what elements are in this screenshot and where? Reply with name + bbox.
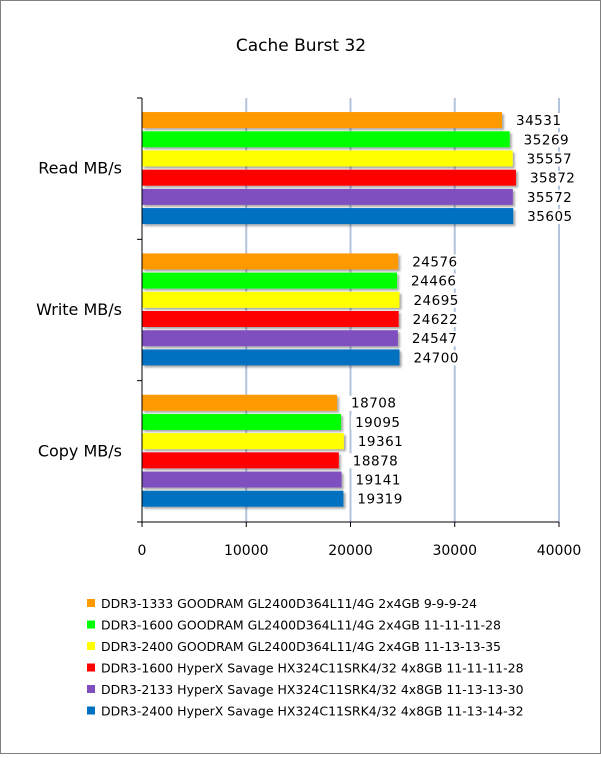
legend-label: DDR3-1600 HyperX Savage HX324C11SRK4/32 … xyxy=(101,661,524,676)
data-label-bg xyxy=(408,312,461,327)
axes: Read MB/s Write MB/s Copy MB/s 0 10000 20000 3… xyxy=(36,97,582,559)
data-label-bg xyxy=(409,292,462,308)
data-label: 24700 xyxy=(413,350,458,366)
legend-label: DDR3-1333 GOODRAM GL2400D364L11/4G 2x4GB… xyxy=(101,596,477,611)
x-tick-label: 10000 xyxy=(224,543,269,559)
data-label: 24576 xyxy=(412,254,457,270)
data-label: 18708 xyxy=(351,396,396,412)
bar-write-mb-s-series-6 xyxy=(142,349,400,366)
bar-read-mb-s-series-2 xyxy=(142,131,510,148)
data-label: 19141 xyxy=(356,473,401,489)
data-label-bg xyxy=(353,491,406,507)
x-tick-label: 0 xyxy=(138,543,147,559)
bar-write-mb-s-series-3 xyxy=(142,291,400,308)
bar-read-mb-s-series-4 xyxy=(142,169,516,186)
data-label-bg xyxy=(525,170,578,186)
data-label-bg xyxy=(407,273,460,289)
gridlines xyxy=(245,98,560,522)
data-label: 35572 xyxy=(527,190,572,206)
data-label: 24695 xyxy=(413,293,458,309)
legend-swatch xyxy=(87,663,95,672)
legend-label: DDR3-2400 HyperX Savage HX324C11SRK4/32 … xyxy=(101,704,524,719)
legend-label: DDR3-1600 GOODRAM GL2400D364L11/4G 2x4GB… xyxy=(101,618,501,633)
bar-write-mb-s-series-4 xyxy=(142,311,399,327)
data-label-bg xyxy=(348,453,401,469)
bar-read-mb-s-series-1 xyxy=(142,112,502,129)
category-label: Copy MB/s xyxy=(38,441,122,460)
bar-copy-mb-s-series-2 xyxy=(142,413,342,430)
bar-read-mb-s-series-3 xyxy=(142,150,513,167)
data-label: 24547 xyxy=(412,331,457,347)
data-label: 24466 xyxy=(411,274,456,290)
x-tick-label: 40000 xyxy=(537,543,582,559)
bar-write-mb-s-series-5 xyxy=(142,330,398,347)
bar-read-mb-s-series-5 xyxy=(142,188,513,205)
chart-title: Cache Burst 32 xyxy=(236,36,366,56)
data-label: 35872 xyxy=(530,171,575,187)
category-label: Write MB/s xyxy=(36,300,122,319)
bar-read-mb-s-series-6 xyxy=(142,208,514,225)
data-label-bg xyxy=(351,414,404,430)
data-label-bg xyxy=(519,132,572,148)
data-label: 19095 xyxy=(355,415,400,431)
legend-label: DDR3-2133 HyperX Savage HX324C11SRK4/32 … xyxy=(101,682,524,697)
legend-swatch xyxy=(87,642,95,650)
data-labels: 34531 35269 35557 35872 35572 35605 24576 24466… xyxy=(347,113,578,508)
data-label: 18878 xyxy=(353,453,398,469)
x-tick-label: 20000 xyxy=(328,543,373,559)
bar-copy-mb-s-series-4 xyxy=(142,452,339,469)
data-label-bg xyxy=(511,113,564,129)
data-label-bg xyxy=(407,331,460,347)
legend-swatch xyxy=(87,599,95,607)
data-label: 35557 xyxy=(527,151,572,167)
data-label: 34531 xyxy=(516,113,561,129)
data-label-bg xyxy=(351,472,404,488)
legend: DDR3-1333 GOODRAM GL2400D364L11/4G 2x4GB… xyxy=(87,596,524,719)
legend-label: DDR3-2400 GOODRAM GL2400D364L11/4G 2x4GB… xyxy=(101,639,501,654)
x-tick-label: 30000 xyxy=(432,543,477,559)
data-label-bg xyxy=(347,395,400,411)
data-label-bg xyxy=(408,254,461,270)
data-label-bg xyxy=(353,434,406,450)
legend-swatch xyxy=(87,620,95,629)
data-label-bg xyxy=(409,350,462,366)
data-label: 35605 xyxy=(527,209,572,225)
bar-write-mb-s-series-1 xyxy=(142,253,399,270)
bar-copy-mb-s-series-1 xyxy=(142,394,338,411)
data-label: 35269 xyxy=(524,132,569,148)
data-label-bg xyxy=(522,189,575,205)
data-label-bg xyxy=(523,209,576,225)
data-label: 19319 xyxy=(357,492,402,508)
legend-swatch xyxy=(87,706,95,715)
bars xyxy=(142,112,516,507)
data-label-bg xyxy=(522,151,575,167)
data-label: 24622 xyxy=(413,312,458,328)
bar-copy-mb-s-series-5 xyxy=(142,471,342,488)
bar-copy-mb-s-series-3 xyxy=(142,433,344,450)
bar-write-mb-s-series-2 xyxy=(142,272,398,289)
category-label: Read MB/s xyxy=(38,159,122,178)
legend-swatch xyxy=(87,685,95,693)
data-label: 19361 xyxy=(358,434,403,450)
bar-copy-mb-s-series-6 xyxy=(142,490,344,507)
